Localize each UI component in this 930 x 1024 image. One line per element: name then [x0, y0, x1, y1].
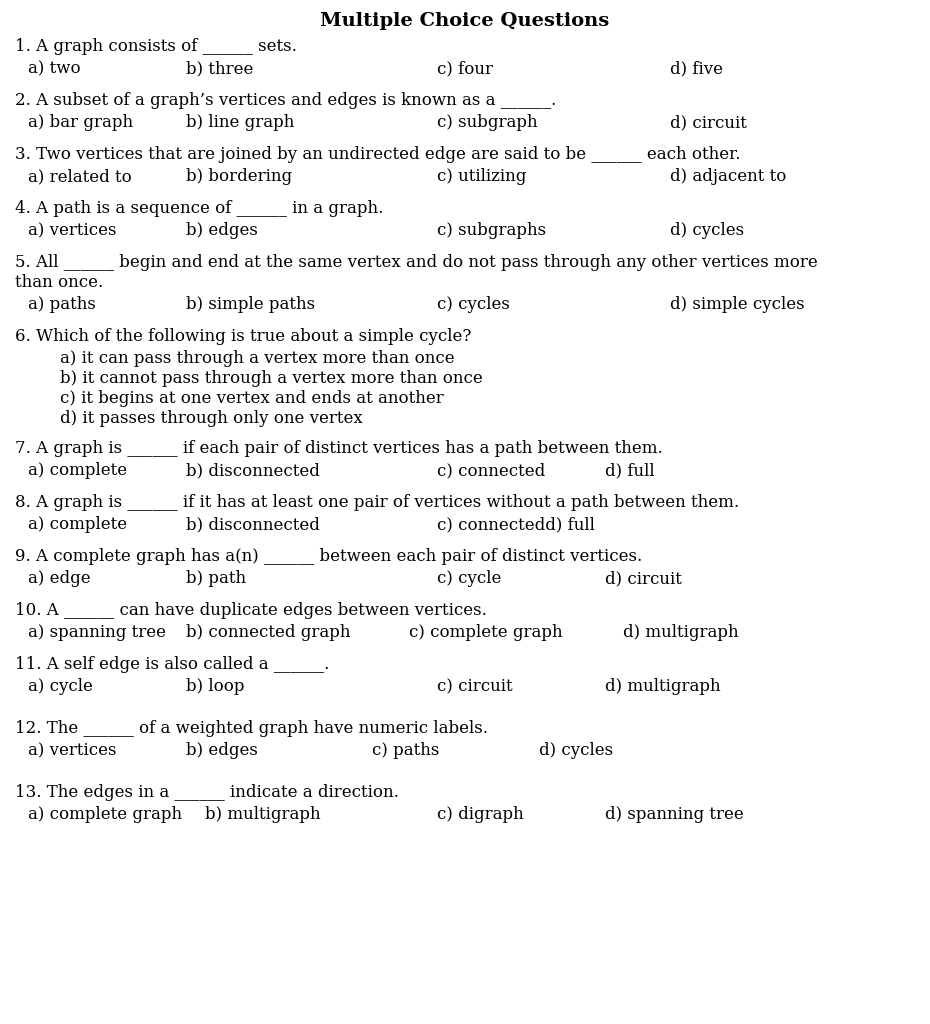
- Text: a) bar graph: a) bar graph: [28, 114, 133, 131]
- Text: b) disconnected: b) disconnected: [186, 516, 320, 534]
- Text: c) cycles: c) cycles: [437, 296, 510, 313]
- Text: c) paths: c) paths: [372, 742, 439, 759]
- Text: b) edges: b) edges: [186, 222, 258, 239]
- Text: 7. A graph is ______ if each pair of distinct vertices has a path between them.: 7. A graph is ______ if each pair of dis…: [15, 440, 663, 457]
- Text: d) multigraph: d) multigraph: [623, 624, 738, 641]
- Text: c) complete graph: c) complete graph: [409, 624, 563, 641]
- Text: d) adjacent to: d) adjacent to: [670, 168, 786, 185]
- Text: a) edge: a) edge: [28, 570, 90, 587]
- Text: a) related to: a) related to: [28, 168, 132, 185]
- Text: a) complete: a) complete: [28, 516, 127, 534]
- Text: a) spanning tree: a) spanning tree: [28, 624, 166, 641]
- Text: 9. A complete graph has a(n) ______ between each pair of distinct vertices.: 9. A complete graph has a(n) ______ betw…: [15, 548, 643, 565]
- Text: a) complete: a) complete: [28, 462, 127, 479]
- Text: 13. The edges in a ______ indicate a direction.: 13. The edges in a ______ indicate a dir…: [15, 784, 399, 801]
- Text: 4. A path is a sequence of ______ in a graph.: 4. A path is a sequence of ______ in a g…: [15, 200, 383, 217]
- Text: d) circuit: d) circuit: [670, 114, 747, 131]
- Text: c) connected: c) connected: [437, 462, 545, 479]
- Text: c) utilizing: c) utilizing: [437, 168, 526, 185]
- Text: c) connectedd) full: c) connectedd) full: [437, 516, 595, 534]
- Text: b) connected graph: b) connected graph: [186, 624, 351, 641]
- Text: d) simple cycles: d) simple cycles: [670, 296, 804, 313]
- Text: d) spanning tree: d) spanning tree: [604, 806, 743, 823]
- Text: a) paths: a) paths: [28, 296, 96, 313]
- Text: a) cycle: a) cycle: [28, 678, 93, 695]
- Text: c) cycle: c) cycle: [437, 570, 501, 587]
- Text: c) it begins at one vertex and ends at another: c) it begins at one vertex and ends at a…: [60, 390, 444, 407]
- Text: c) circuit: c) circuit: [437, 678, 512, 695]
- Text: 1. A graph consists of ______ sets.: 1. A graph consists of ______ sets.: [15, 38, 297, 55]
- Text: a) complete graph: a) complete graph: [28, 806, 182, 823]
- Text: 5. All ______ begin and end at the same vertex and do not pass through any other: 5. All ______ begin and end at the same …: [15, 254, 817, 271]
- Text: a) two: a) two: [28, 60, 81, 77]
- Text: 2. A subset of a graph’s vertices and edges is known as a ______.: 2. A subset of a graph’s vertices and ed…: [15, 92, 556, 109]
- Text: b) bordering: b) bordering: [186, 168, 292, 185]
- Text: a) vertices: a) vertices: [28, 222, 116, 239]
- Text: d) full: d) full: [604, 462, 654, 479]
- Text: b) edges: b) edges: [186, 742, 258, 759]
- Text: c) four: c) four: [437, 60, 493, 77]
- Text: c) subgraphs: c) subgraphs: [437, 222, 546, 239]
- Text: b) line graph: b) line graph: [186, 114, 295, 131]
- Text: a) it can pass through a vertex more than once: a) it can pass through a vertex more tha…: [60, 350, 455, 367]
- Text: than once.: than once.: [15, 274, 103, 291]
- Text: d) five: d) five: [670, 60, 723, 77]
- Text: c) digraph: c) digraph: [437, 806, 524, 823]
- Text: 10. A ______ can have duplicate edges between vertices.: 10. A ______ can have duplicate edges be…: [15, 602, 487, 618]
- Text: c) subgraph: c) subgraph: [437, 114, 538, 131]
- Text: b) disconnected: b) disconnected: [186, 462, 320, 479]
- Text: d) multigraph: d) multigraph: [604, 678, 720, 695]
- Text: d) it passes through only one vertex: d) it passes through only one vertex: [60, 410, 363, 427]
- Text: d) cycles: d) cycles: [670, 222, 744, 239]
- Text: 8. A graph is ______ if it has at least one pair of vertices without a path betw: 8. A graph is ______ if it has at least …: [15, 494, 739, 511]
- Text: 6. Which of the following is true about a simple cycle?: 6. Which of the following is true about …: [15, 328, 472, 345]
- Text: 12. The ______ of a weighted graph have numeric labels.: 12. The ______ of a weighted graph have …: [15, 720, 488, 737]
- Text: d) cycles: d) cycles: [539, 742, 614, 759]
- Text: b) it cannot pass through a vertex more than once: b) it cannot pass through a vertex more …: [60, 370, 483, 387]
- Text: b) three: b) three: [186, 60, 253, 77]
- Text: b) simple paths: b) simple paths: [186, 296, 315, 313]
- Text: 3. Two vertices that are joined by an undirected edge are said to be ______ each: 3. Two vertices that are joined by an un…: [15, 146, 740, 163]
- Text: b) loop: b) loop: [186, 678, 245, 695]
- Text: 11. A self edge is also called a ______.: 11. A self edge is also called a ______.: [15, 656, 329, 673]
- Text: b) path: b) path: [186, 570, 246, 587]
- Text: d) circuit: d) circuit: [604, 570, 682, 587]
- Text: a) vertices: a) vertices: [28, 742, 116, 759]
- Text: b) multigraph: b) multigraph: [205, 806, 320, 823]
- Text: Multiple Choice Questions: Multiple Choice Questions: [320, 12, 610, 30]
